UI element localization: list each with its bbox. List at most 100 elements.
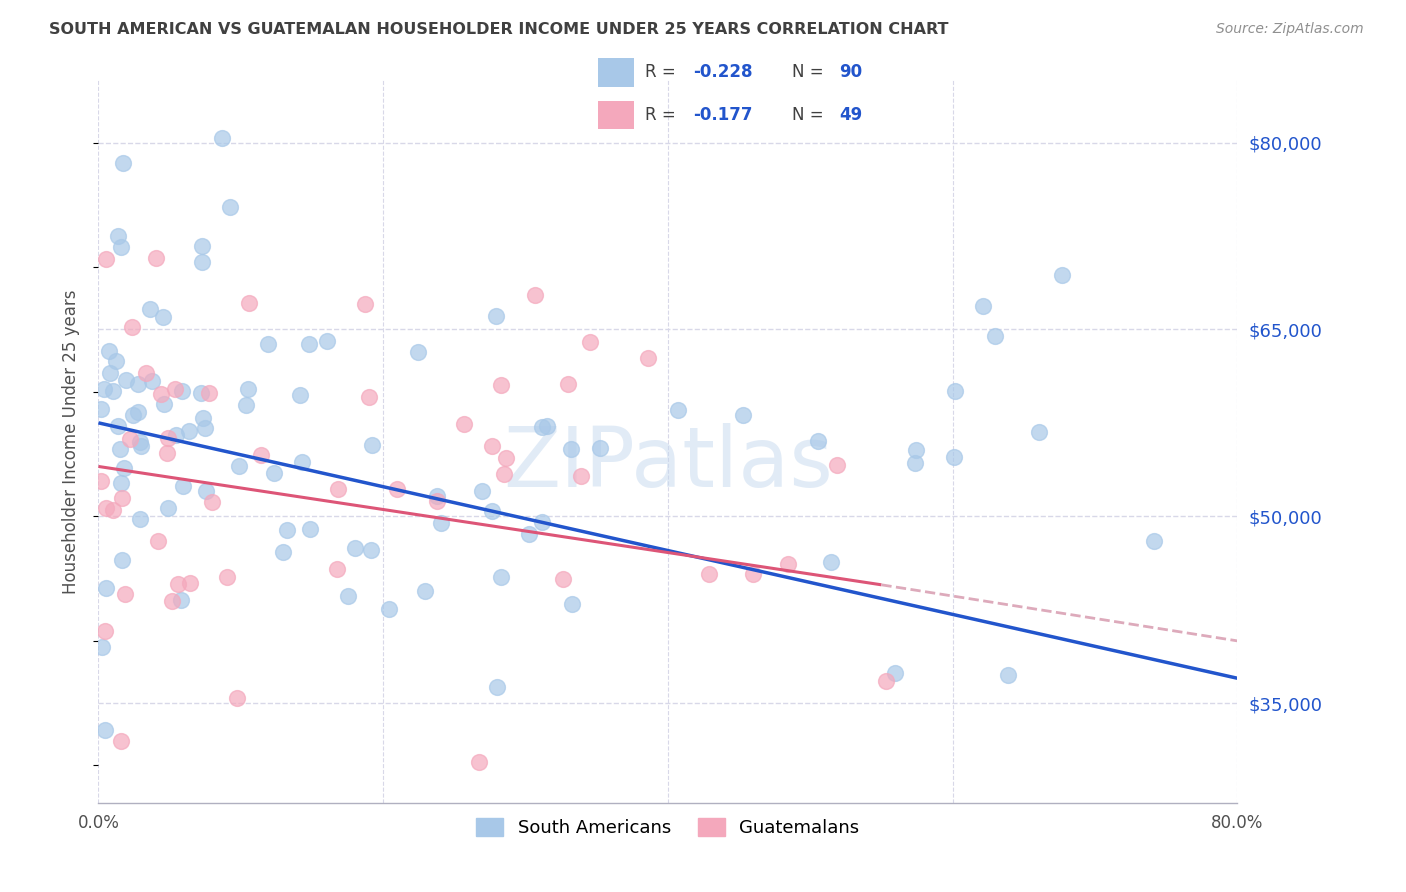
Point <box>904 456 927 470</box>
Point <box>560 442 582 456</box>
Point <box>108 442 131 457</box>
Point <box>387 482 409 496</box>
Text: -0.228: -0.228 <box>693 63 752 81</box>
Point <box>1028 425 1050 440</box>
Point <box>172 479 194 493</box>
Point <box>523 288 546 302</box>
Text: -0.177: -0.177 <box>693 106 752 124</box>
Point <box>471 483 494 498</box>
Point <box>238 382 260 396</box>
Point <box>194 420 217 434</box>
Point <box>579 334 602 349</box>
Point <box>298 522 321 536</box>
Point <box>820 555 842 569</box>
Point <box>129 439 152 453</box>
Point <box>169 592 191 607</box>
Point <box>127 377 149 392</box>
Text: R =: R = <box>645 63 682 81</box>
Point <box>825 458 848 472</box>
Point <box>536 418 558 433</box>
Point <box>741 567 763 582</box>
Point <box>128 512 150 526</box>
Point <box>148 533 170 548</box>
Legend: South Americans, Guatemalans: South Americans, Guatemalans <box>468 811 868 845</box>
Point <box>135 366 157 380</box>
Point <box>943 384 966 399</box>
Point <box>114 587 136 601</box>
Point <box>316 334 339 348</box>
Point <box>776 557 799 571</box>
Point <box>98 344 121 359</box>
Point <box>128 435 150 450</box>
Point <box>111 553 134 567</box>
Point <box>326 562 349 576</box>
Point <box>875 674 897 689</box>
Point <box>139 302 162 317</box>
Point <box>413 584 436 599</box>
Point <box>156 501 179 516</box>
Point <box>153 397 176 411</box>
Point <box>162 594 184 608</box>
Bar <box>598 58 634 87</box>
Point <box>343 541 366 555</box>
Point <box>489 377 512 392</box>
Point <box>191 239 214 253</box>
Point <box>291 455 314 469</box>
Point <box>114 373 136 387</box>
Point <box>1143 534 1166 549</box>
Point <box>697 567 720 582</box>
Point <box>426 490 449 504</box>
Point <box>103 384 125 398</box>
Point <box>489 570 512 584</box>
Point <box>110 240 132 254</box>
Point <box>360 437 382 451</box>
Bar <box>598 101 634 129</box>
Point <box>90 402 112 417</box>
Point <box>121 320 143 334</box>
Point <box>90 474 112 488</box>
Text: 90: 90 <box>839 63 862 81</box>
Point <box>96 501 118 516</box>
Point <box>257 337 280 351</box>
Point <box>359 390 381 404</box>
Point <box>561 597 583 611</box>
Point <box>91 640 114 655</box>
Point <box>271 544 294 558</box>
Point <box>228 459 250 474</box>
Point <box>197 386 219 401</box>
Point <box>666 402 689 417</box>
Point <box>141 375 163 389</box>
Point <box>494 467 516 481</box>
Text: N =: N = <box>792 106 828 124</box>
Point <box>984 329 1007 343</box>
Point <box>127 404 149 418</box>
Point <box>481 439 503 453</box>
Point <box>145 251 167 265</box>
Point <box>972 299 994 313</box>
Point <box>98 366 121 380</box>
Point <box>195 484 218 499</box>
Point <box>107 418 129 433</box>
Point <box>530 420 553 434</box>
Point <box>943 450 966 464</box>
Point <box>121 409 143 423</box>
Point <box>731 408 754 422</box>
Point <box>997 668 1019 682</box>
Point <box>486 680 509 694</box>
Point <box>94 624 117 638</box>
Point <box>218 200 240 214</box>
Point <box>112 461 135 475</box>
Point <box>517 527 540 541</box>
Point <box>430 516 453 531</box>
Point <box>211 131 233 145</box>
Point <box>156 446 179 460</box>
Point <box>453 417 475 432</box>
Point <box>111 491 134 506</box>
Point <box>225 690 247 705</box>
Point <box>530 515 553 529</box>
Point <box>150 387 173 401</box>
Point <box>166 577 188 591</box>
Point <box>263 466 285 480</box>
Point <box>883 665 905 680</box>
Text: R =: R = <box>645 106 682 124</box>
